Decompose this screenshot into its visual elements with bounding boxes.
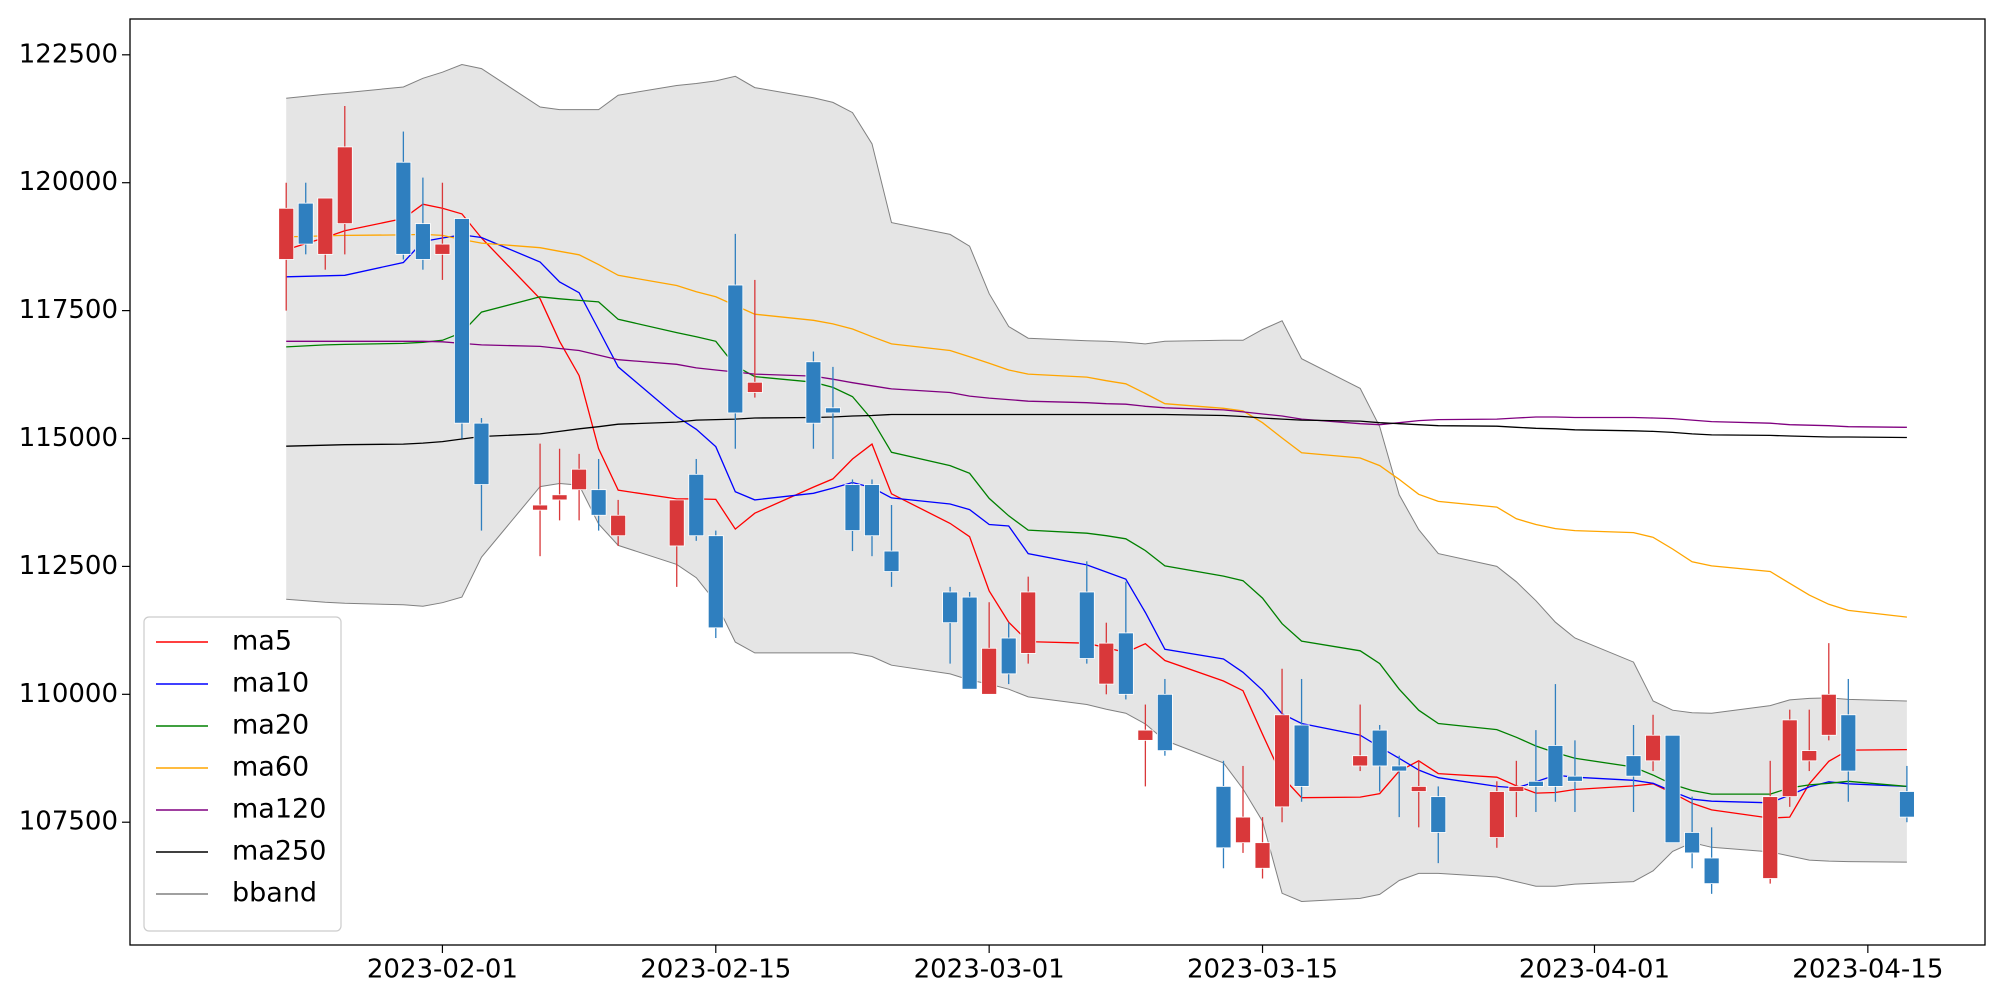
candle-body — [1430, 796, 1447, 833]
band-upper — [286, 63, 1907, 714]
legend-label: ma250 — [232, 836, 326, 867]
band-fill — [286, 64, 1907, 902]
y-tick-label: 115000 — [19, 423, 118, 453]
x-tick-label: 2023-03-01 — [914, 955, 1065, 985]
candle-body — [1645, 734, 1661, 762]
candle-body — [1235, 816, 1251, 844]
candle-body — [1410, 786, 1427, 792]
candle-body — [707, 535, 724, 629]
candle-body — [414, 223, 431, 260]
legend-label: ma120 — [232, 794, 326, 825]
plot-frame — [129, 18, 1986, 946]
candle-body — [1020, 591, 1037, 654]
candle-body — [590, 489, 607, 516]
legend-label: ma20 — [232, 710, 309, 741]
candle-body — [1547, 745, 1564, 787]
candle-body — [1664, 734, 1681, 844]
candle-body — [1098, 642, 1115, 685]
candle-body — [864, 484, 880, 537]
x-tick-label: 2023-02-01 — [367, 955, 518, 985]
candle-body — [1293, 724, 1310, 787]
candle-body — [395, 161, 412, 255]
ma-line — [286, 203, 1907, 819]
candle-body — [336, 146, 353, 225]
candle-body — [981, 647, 998, 695]
legend-label: ma5 — [232, 626, 292, 657]
candle-body — [1137, 729, 1154, 741]
candle-body — [746, 381, 763, 393]
candle-body — [825, 407, 841, 414]
candle-body — [961, 596, 978, 690]
ma-line — [286, 413, 1907, 447]
candle-body — [1254, 842, 1271, 869]
x-tick-label: 2023-04-01 — [1519, 955, 1670, 985]
ma-line — [286, 340, 1907, 428]
candle-body — [1762, 796, 1779, 879]
candle-body — [1684, 832, 1701, 854]
candle-body — [668, 499, 685, 547]
candle-body — [1488, 791, 1505, 838]
candle-body — [1625, 755, 1642, 777]
candle-body — [844, 484, 861, 532]
candle-body — [571, 468, 588, 491]
candle-body — [805, 361, 822, 424]
band-lower — [286, 482, 1907, 903]
y-tick-label: 122500 — [19, 39, 118, 69]
ma-line — [286, 234, 1907, 804]
candle-body — [297, 202, 314, 245]
candle-body — [1352, 755, 1369, 767]
candle-body — [1820, 693, 1837, 736]
y-tick-label: 117500 — [19, 295, 118, 325]
x-tick-label: 2023-02-15 — [640, 955, 791, 985]
legend-label: ma60 — [232, 752, 309, 783]
plot-area — [278, 63, 1915, 903]
y-tick-label: 120000 — [19, 167, 118, 197]
candle-body — [1156, 693, 1173, 751]
x-tick-label: 2023-03-15 — [1187, 955, 1338, 985]
candle-body — [1078, 591, 1095, 659]
candle-body — [1215, 786, 1232, 849]
candle-body — [551, 494, 568, 501]
candle-body — [1274, 714, 1290, 808]
y-tick-label: 110000 — [19, 679, 118, 709]
candle-body — [454, 218, 470, 424]
candle-body — [1391, 765, 1408, 772]
y-tick-label: 107500 — [19, 807, 118, 837]
candle-body — [1371, 729, 1388, 767]
candle-body — [1781, 719, 1798, 798]
candle-body — [473, 422, 490, 485]
candle-body — [610, 514, 627, 537]
candle-body — [434, 243, 451, 255]
candle-body — [883, 550, 900, 572]
legend: ma5 ma10 ma20 ma60 ma120 ma250 bband — [143, 616, 342, 932]
candle-body — [1508, 786, 1525, 792]
candle-body — [1801, 750, 1818, 762]
candle-body — [317, 197, 334, 255]
candle-body — [1117, 632, 1134, 695]
candle-body — [1567, 775, 1583, 782]
x-tick-label: 2023-04-15 — [1792, 955, 1943, 985]
candle-body — [1703, 857, 1720, 885]
candle-body — [727, 284, 744, 414]
legend-label: ma10 — [232, 668, 309, 699]
legend-label: bband — [232, 878, 317, 909]
candle-body — [278, 207, 295, 260]
candle-body — [1840, 714, 1857, 772]
candle-body — [688, 473, 705, 537]
y-tick-label: 112500 — [19, 551, 118, 581]
ma-line — [286, 233, 1907, 618]
candle-body — [1000, 637, 1017, 675]
candle-body — [532, 504, 548, 511]
candle-body — [1527, 780, 1544, 787]
candle-body — [1898, 791, 1915, 818]
candle-body — [942, 591, 959, 624]
